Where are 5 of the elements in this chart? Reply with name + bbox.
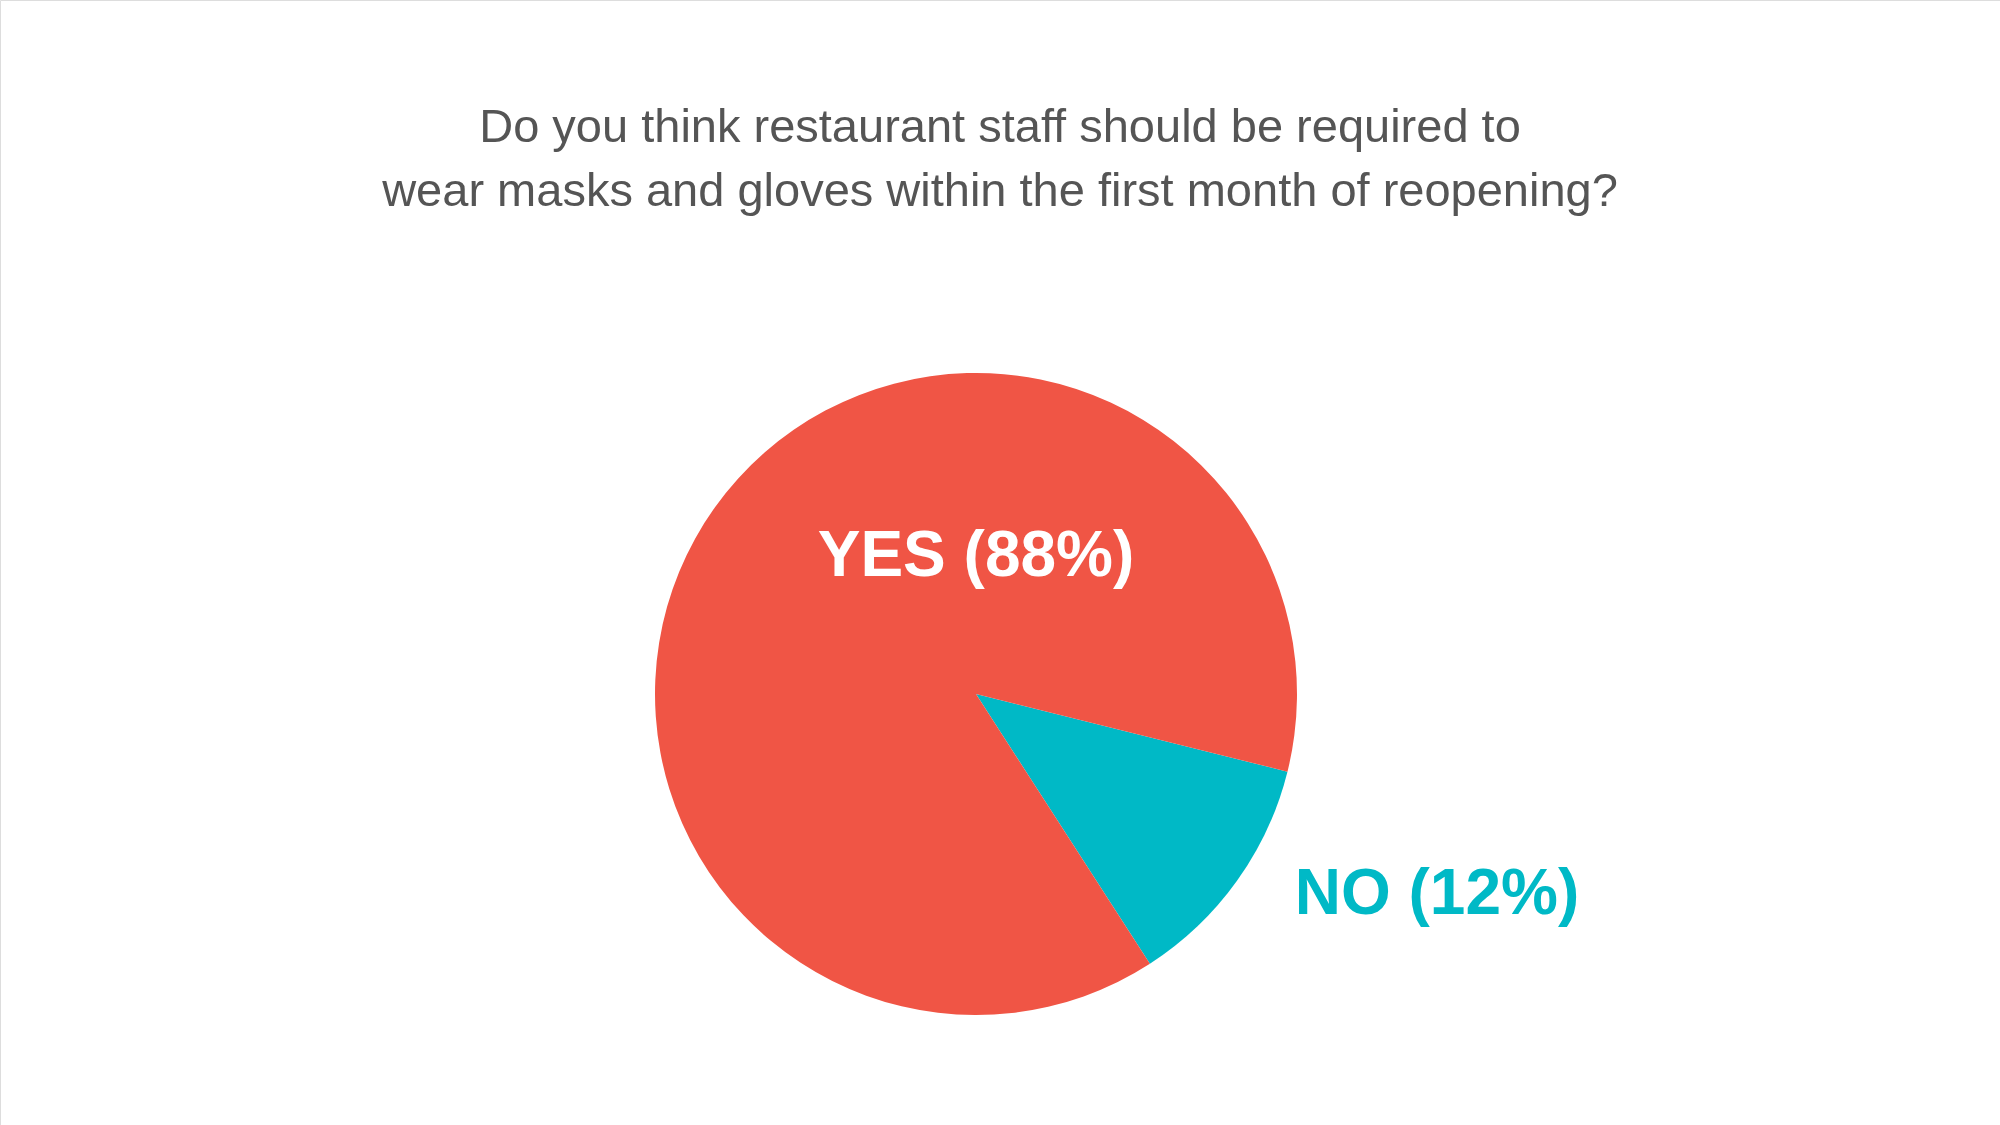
slice-label: YES (88%) bbox=[817, 518, 1135, 590]
slice-label: NO (12%) bbox=[1294, 855, 1580, 928]
pie-slice bbox=[655, 373, 1297, 1015]
pie-slice bbox=[976, 694, 1288, 964]
chart-title: Do you think restaurant staff should be required to wear masks and gloves within the first month of reopening? bbox=[381, 99, 1618, 216]
